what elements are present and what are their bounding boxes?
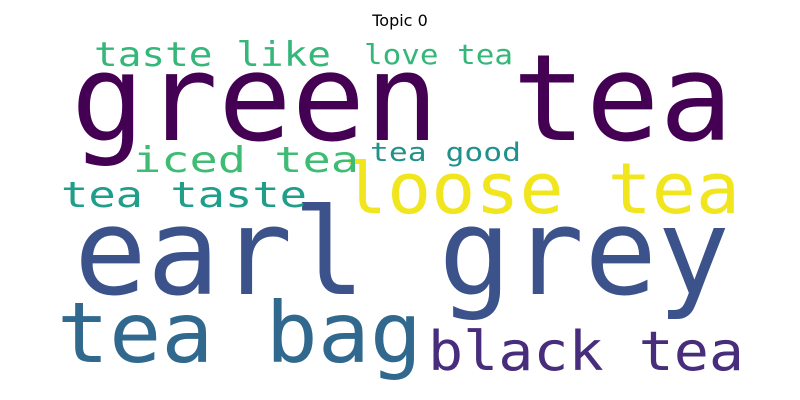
plot-title: Topic 0 bbox=[372, 11, 428, 30]
word-tea-good: tea good bbox=[370, 138, 521, 168]
word-green-tea: green tea bbox=[71, 30, 733, 169]
word-love-tea: love tea bbox=[364, 38, 513, 71]
word-earl-grey: earl grey bbox=[74, 184, 730, 323]
word-tea-bag: tea bag bbox=[57, 284, 422, 382]
word-taste-like: taste like bbox=[94, 35, 331, 75]
word-loose-tea: loose tea bbox=[343, 148, 740, 230]
word-tea-taste: tea taste bbox=[61, 175, 307, 216]
word-iced-tea: iced tea bbox=[133, 140, 359, 181]
word-black-tea: black tea bbox=[428, 320, 744, 383]
